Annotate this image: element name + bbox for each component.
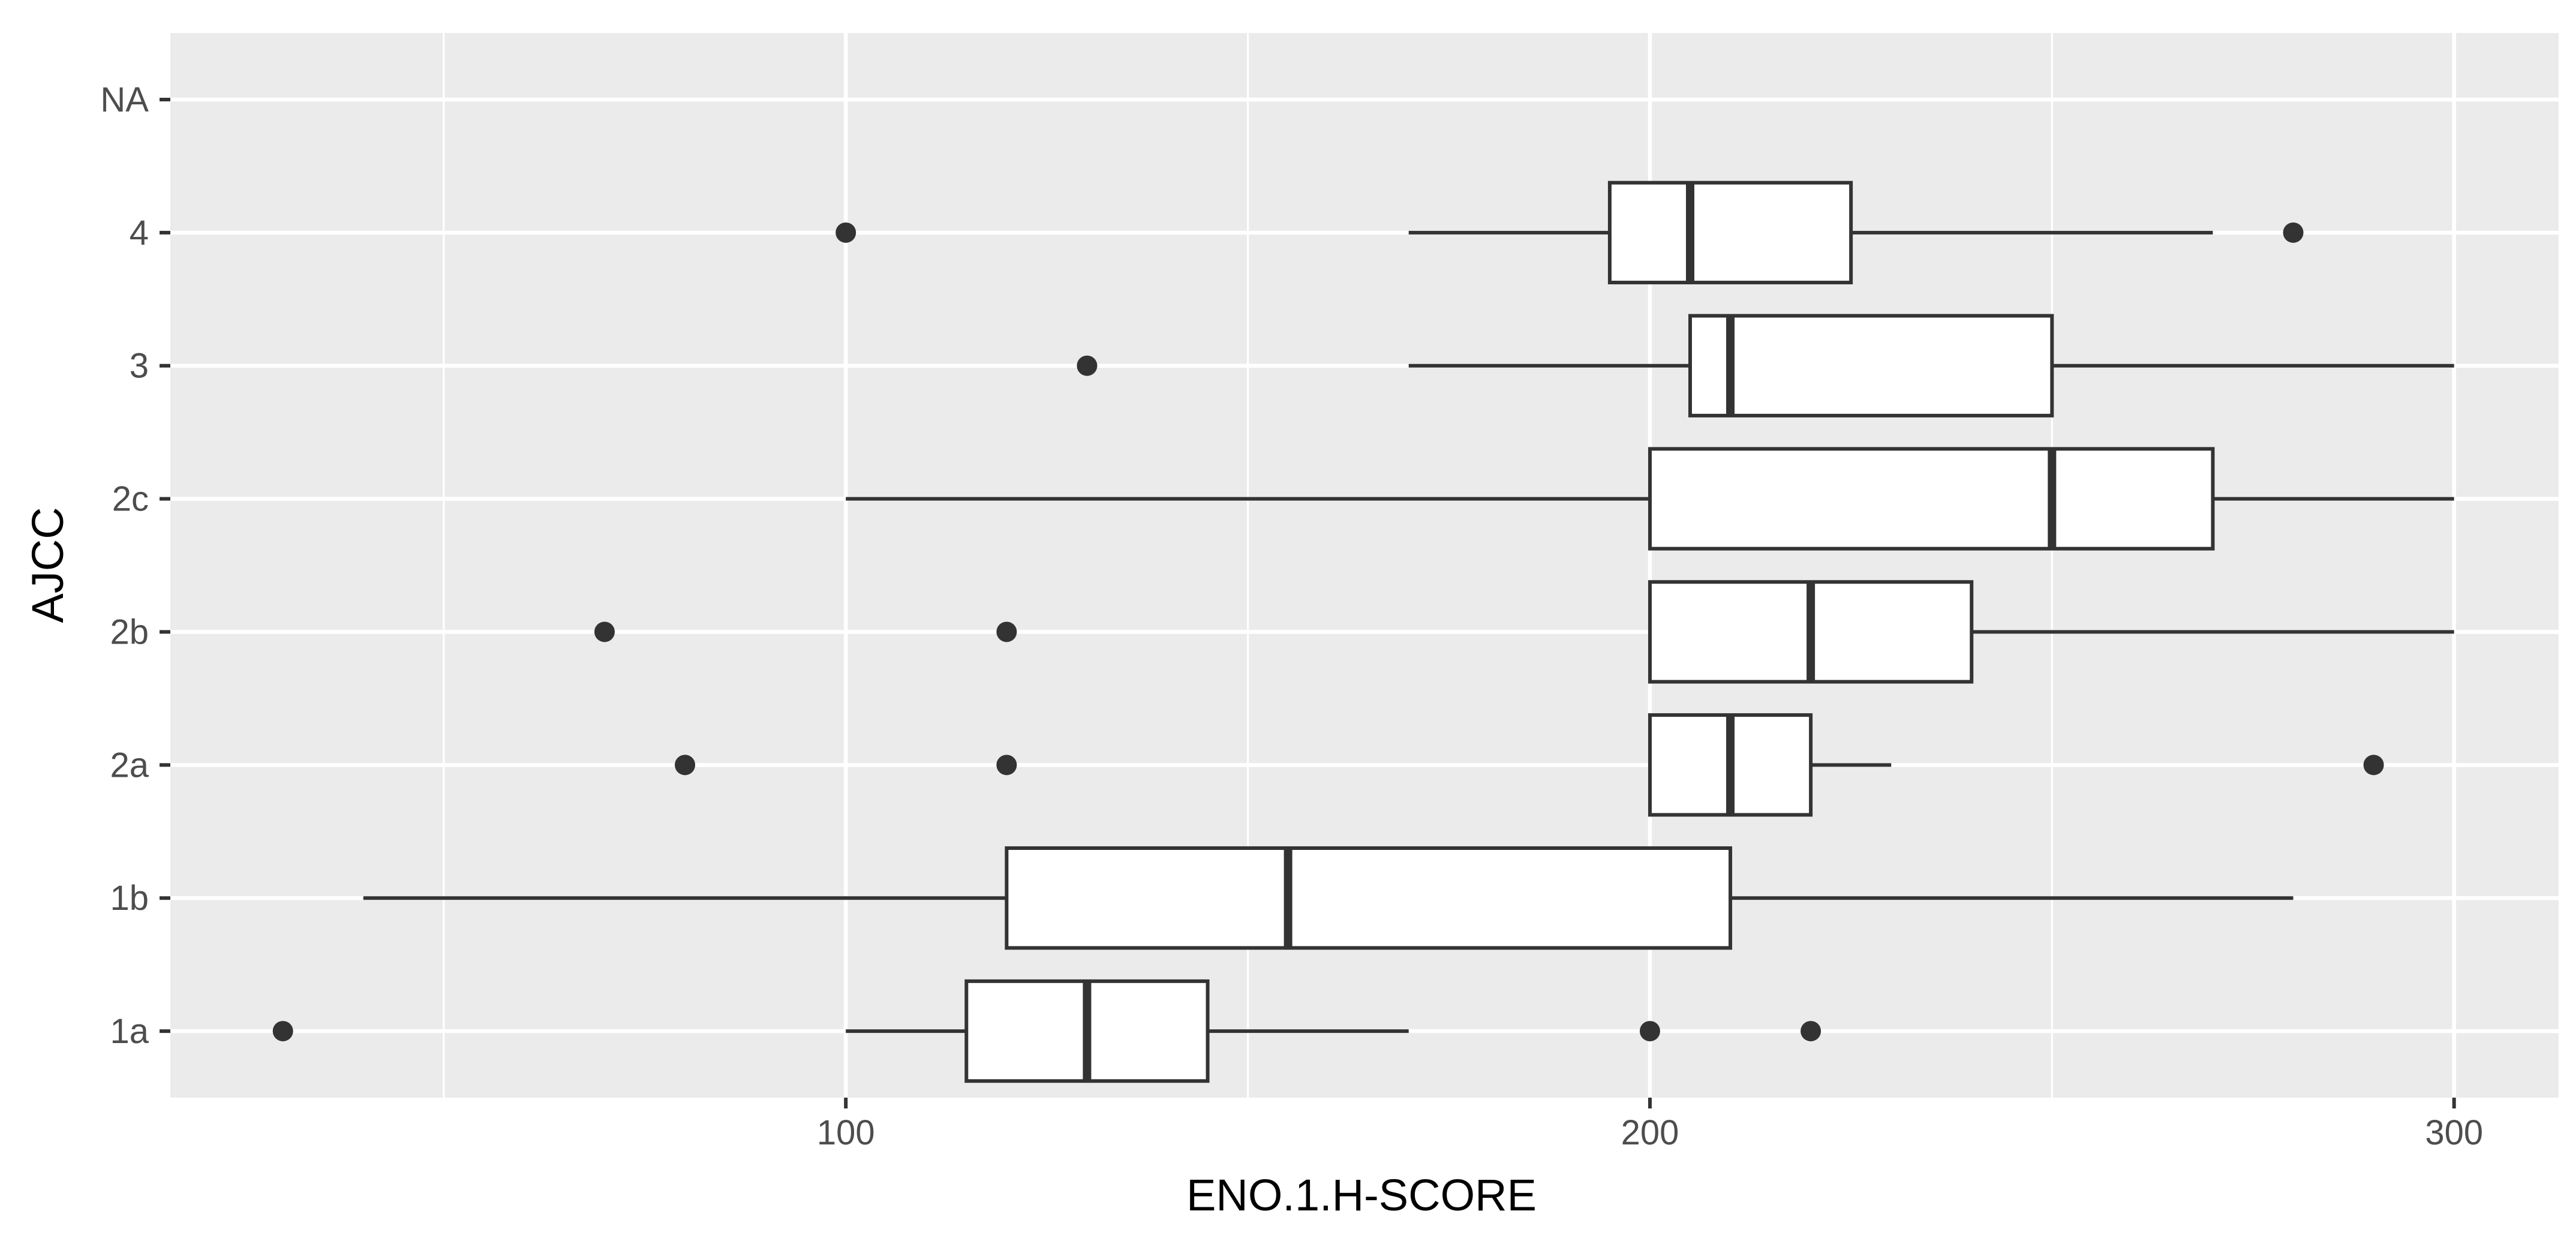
box-3 (1077, 314, 2454, 417)
y-tick-label: 1b (110, 879, 149, 918)
box-4 (835, 181, 2304, 285)
y-tick-label: 2a (110, 746, 149, 785)
y-tick-label: 2c (112, 480, 149, 519)
outlier-point (1639, 1021, 1660, 1042)
axis-layer: 100 200 300 1a 1b 2a 2b 2c 3 4 NA (100, 80, 2483, 1152)
box-iqr (1648, 447, 2215, 551)
x-tick-label: 300 (2425, 1113, 2483, 1152)
box-1a (272, 979, 1821, 1083)
outlier-point (2283, 222, 2304, 243)
x-tick-label: 200 (1621, 1113, 1679, 1152)
outlier-point (996, 621, 1017, 642)
box-iqr (1005, 846, 1733, 950)
outlier-point (996, 755, 1017, 776)
y-tick-label: NA (100, 80, 149, 119)
y-axis-title: AJCC (23, 507, 73, 623)
outlier-point (272, 1021, 293, 1042)
outlier-point (1077, 355, 1098, 376)
outlier-point (835, 222, 856, 243)
box-iqr (1688, 314, 2054, 417)
box-2c (846, 447, 2454, 551)
x-axis-title: ENO.1.H-SCORE (1186, 1170, 1537, 1220)
box-1b (363, 846, 2294, 950)
y-tick-label: 4 (130, 214, 149, 253)
y-tick-label: 2b (110, 612, 149, 651)
outlier-point (675, 755, 696, 776)
box-2a (675, 713, 2384, 817)
y-tick-label: 3 (130, 347, 149, 386)
box-layer (272, 181, 2454, 1083)
outlier-point (1801, 1021, 1821, 1042)
x-tick-label: 100 (817, 1113, 875, 1152)
outlier-point (594, 621, 615, 642)
box-2b (594, 580, 2454, 684)
y-tick-label: 1a (110, 1012, 149, 1051)
outlier-point (2363, 755, 2384, 776)
box-iqr (1607, 181, 1853, 285)
